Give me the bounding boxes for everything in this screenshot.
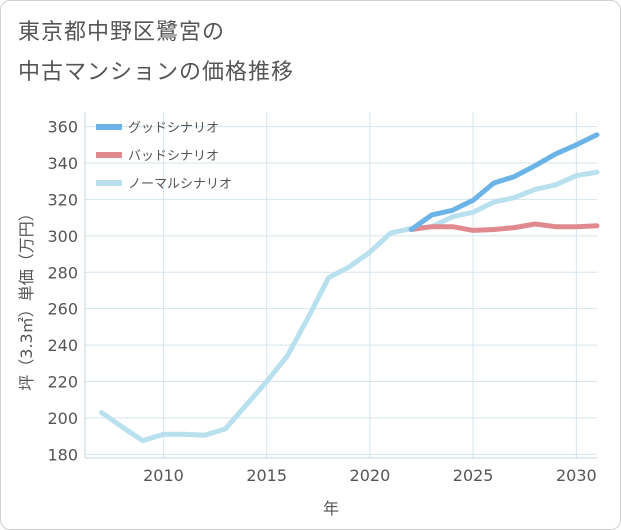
- y-tick-label-340: 340: [47, 154, 78, 173]
- y-tick-label-240: 240: [47, 336, 78, 355]
- x-axis-label: 年: [323, 499, 339, 518]
- x-tick-label-2025: 2025: [453, 466, 494, 485]
- y-axis-label: 坪（3.3㎡）単価（万円）: [17, 205, 36, 390]
- series-line-2: [99, 169, 600, 444]
- y-tick-label-320: 320: [47, 190, 78, 209]
- y-tick-label-300: 300: [47, 227, 78, 246]
- x-tick-label-2015: 2015: [246, 466, 287, 485]
- y-tick-label-280: 280: [47, 263, 78, 282]
- legend-label-1: バッドシナリオ: [128, 149, 219, 164]
- legend-label-0: グッドシナリオ: [128, 121, 219, 136]
- chart-title-line1: 東京都中野区鷺宮の: [18, 20, 226, 45]
- y-tick-label-200: 200: [47, 409, 78, 428]
- x-tick-label-2010: 2010: [143, 466, 184, 485]
- y-tick-label-260: 260: [47, 300, 78, 319]
- series-line-1: [408, 221, 600, 233]
- x-tick-label-2020: 2020: [350, 466, 391, 485]
- chart-title-line2: 中古マンションの価格推移: [18, 60, 295, 85]
- series-line-0: [408, 132, 600, 232]
- x-tick-label-2030: 2030: [556, 466, 597, 485]
- legend-label-2: ノーマルシナリオ: [128, 177, 232, 192]
- y-tick-label-180: 180: [47, 445, 78, 464]
- y-tick-label-360: 360: [47, 118, 78, 137]
- y-tick-label-220: 220: [47, 373, 78, 392]
